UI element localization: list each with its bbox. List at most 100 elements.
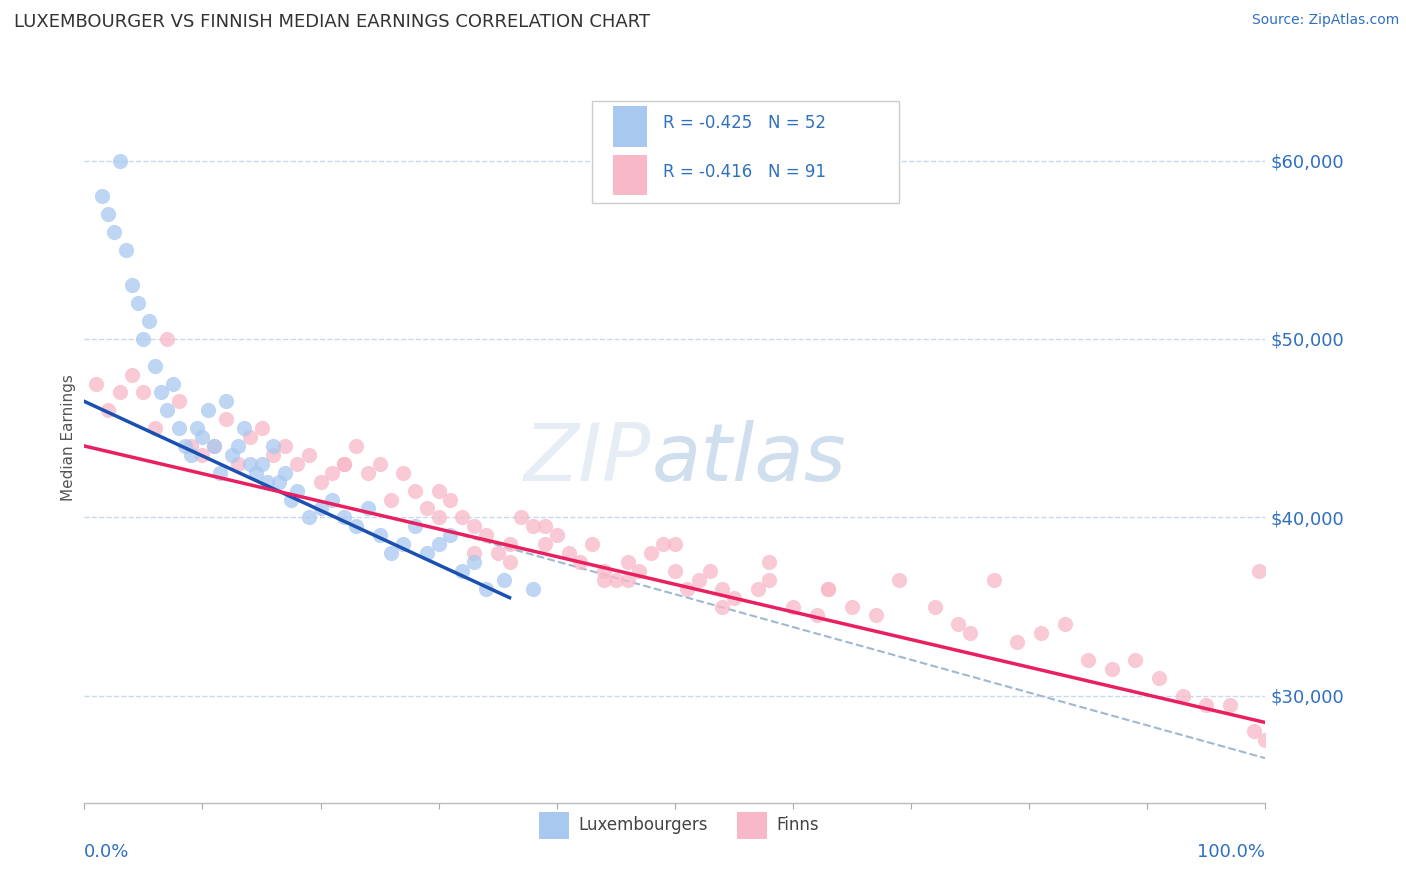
Point	[1195, 698, 1218, 712]
Point	[262, 448, 284, 462]
Point	[380, 492, 402, 507]
Point	[463, 555, 485, 569]
Point	[1254, 733, 1277, 747]
Point	[156, 403, 179, 417]
Point	[97, 207, 120, 221]
Point	[782, 599, 804, 614]
Point	[138, 314, 160, 328]
Point	[156, 332, 179, 346]
Point	[427, 483, 450, 498]
Point	[226, 457, 249, 471]
Point	[132, 332, 155, 346]
Point	[298, 510, 321, 524]
Point	[1243, 724, 1265, 739]
Point	[114, 243, 136, 257]
Point	[321, 492, 343, 507]
Point	[180, 439, 202, 453]
Point	[546, 528, 568, 542]
Point	[416, 546, 439, 560]
Point	[245, 466, 267, 480]
Point	[593, 573, 616, 587]
Text: ZIP: ZIP	[524, 420, 651, 498]
Point	[357, 466, 380, 480]
Point	[143, 359, 166, 373]
Point	[209, 466, 232, 480]
Point	[404, 483, 426, 498]
Point	[534, 537, 557, 551]
Point	[280, 492, 302, 507]
Point	[1007, 635, 1029, 649]
Point	[368, 457, 391, 471]
Point	[132, 385, 155, 400]
Point	[97, 403, 120, 417]
Point	[250, 457, 273, 471]
Point	[226, 439, 249, 453]
Point	[191, 430, 214, 444]
Point	[1171, 689, 1194, 703]
Point	[202, 439, 225, 453]
Point	[427, 510, 450, 524]
FancyBboxPatch shape	[538, 812, 568, 839]
Text: R = -0.425   N = 52: R = -0.425 N = 52	[664, 114, 827, 132]
Point	[593, 564, 616, 578]
Point	[239, 430, 262, 444]
Point	[285, 483, 308, 498]
Point	[640, 546, 662, 560]
Point	[806, 608, 828, 623]
Point	[274, 466, 297, 480]
Point	[309, 475, 332, 489]
Point	[959, 626, 981, 640]
Point	[475, 528, 498, 542]
Point	[1053, 617, 1076, 632]
Point	[865, 608, 887, 623]
Point	[404, 519, 426, 533]
FancyBboxPatch shape	[738, 812, 768, 839]
Point	[127, 296, 149, 310]
Point	[368, 528, 391, 542]
Point	[108, 385, 131, 400]
Y-axis label: Median Earnings: Median Earnings	[60, 374, 76, 500]
Point	[269, 475, 291, 489]
Point	[486, 546, 509, 560]
Point	[150, 385, 173, 400]
Point	[84, 376, 107, 391]
Point	[321, 466, 343, 480]
Point	[392, 466, 415, 480]
Point	[121, 278, 143, 293]
Point	[167, 394, 190, 409]
Point	[841, 599, 863, 614]
Point	[1101, 662, 1123, 676]
Point	[1249, 564, 1271, 578]
Point	[1219, 698, 1241, 712]
Point	[274, 439, 297, 453]
Point	[439, 492, 461, 507]
Point	[380, 546, 402, 560]
Point	[616, 573, 638, 587]
Point	[239, 457, 262, 471]
Point	[186, 421, 208, 435]
Point	[924, 599, 946, 614]
Point	[463, 519, 485, 533]
Point	[758, 573, 780, 587]
Point	[121, 368, 143, 382]
Point	[616, 555, 638, 569]
Point	[699, 564, 721, 578]
Point	[256, 475, 278, 489]
Point	[557, 546, 579, 560]
Text: 100.0%: 100.0%	[1198, 843, 1265, 861]
Point	[108, 153, 131, 168]
Point	[439, 528, 461, 542]
Point	[451, 564, 474, 578]
Point	[948, 617, 970, 632]
Point	[344, 519, 367, 533]
Point	[688, 573, 710, 587]
Point	[103, 225, 125, 239]
Point	[298, 448, 321, 462]
Point	[416, 501, 439, 516]
Point	[91, 189, 114, 203]
Point	[492, 573, 515, 587]
Point	[392, 537, 415, 551]
Point	[664, 537, 686, 551]
Point	[510, 510, 533, 524]
Point	[197, 403, 219, 417]
